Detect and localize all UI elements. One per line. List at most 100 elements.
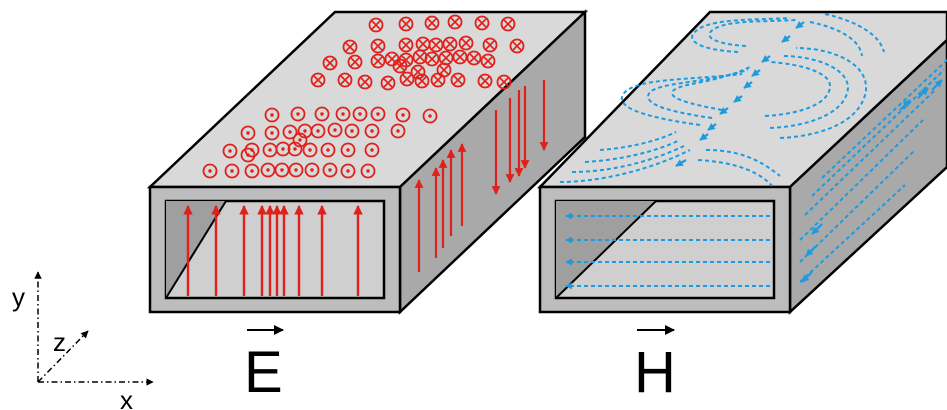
- h-field-top-loops: [559, 13, 885, 187]
- circle-cross-symbol: [480, 53, 496, 69]
- h-field-loop: [779, 47, 868, 139]
- h-field-loop: [705, 149, 781, 177]
- circle-dot-symbol: [274, 162, 290, 178]
- circle-cross-symbol: [424, 51, 440, 67]
- e-field-front-arrows: [183, 205, 363, 296]
- h-field-arrow: [899, 99, 911, 111]
- h-field-arrow: [801, 271, 813, 283]
- circle-dot-symbol: [282, 124, 298, 140]
- h-field-line: [799, 184, 906, 283]
- circle-dot-symbol: [264, 125, 280, 141]
- circle-dot-symbol: [292, 132, 308, 148]
- h-field-loop: [599, 131, 677, 151]
- h-field-loop: [708, 19, 797, 47]
- h-field-loop: [571, 145, 685, 173]
- h-field-line: [811, 69, 945, 197]
- h-field-line: [804, 89, 936, 216]
- circle-cross-symbol: [399, 71, 415, 87]
- circle-dot-symbol: [352, 106, 368, 122]
- circle-dot-symbol: [390, 123, 406, 139]
- circle-cross-symbol: [452, 49, 468, 65]
- circle-dot-symbol: [340, 163, 356, 179]
- circle-dot-symbol: [314, 106, 330, 122]
- z-axis-line: [37, 330, 89, 383]
- h-field-symbol: H: [634, 340, 676, 405]
- circle-dot-symbol: [344, 123, 360, 139]
- circle-dot-symbol: [224, 163, 240, 179]
- h-field-loop: [559, 149, 691, 183]
- h-field-front-lines: [565, 212, 770, 290]
- circle-dot-symbol: [370, 106, 386, 122]
- h-field-arrow: [751, 68, 761, 77]
- circle-dot-symbol: [287, 141, 303, 157]
- e-field-waveguide: [146, 9, 589, 315]
- h-field-line: [799, 117, 926, 241]
- h-field-arrow: [781, 34, 791, 43]
- h-field-arrow: [743, 80, 753, 89]
- circle-cross-symbol: [442, 36, 458, 52]
- h-field-arrow: [675, 159, 687, 167]
- circle-cross-symbol: [424, 15, 440, 31]
- circle-cross-symbol: [310, 72, 326, 88]
- h-field-loop: [584, 139, 681, 163]
- circle-cross-symbol: [342, 39, 358, 55]
- circle-dot-symbol: [340, 142, 356, 158]
- circle-cross-symbol: [482, 37, 498, 53]
- circle-dot-symbol: [222, 143, 238, 159]
- h-field-waveguide: [537, 10, 947, 315]
- h-field-line: [799, 149, 916, 263]
- circle-dot-symbol: [260, 162, 276, 178]
- h-field-arrow: [699, 132, 709, 141]
- circle-dot-symbol: [364, 142, 380, 158]
- circle-dot-symbol: [395, 107, 411, 123]
- circle-cross-symbol: [458, 35, 474, 51]
- h-field-arrow: [707, 122, 717, 131]
- circle-dot-symbol: [322, 162, 338, 178]
- circle-dot-symbol: [240, 147, 256, 163]
- circle-cross-symbol: [477, 73, 493, 89]
- circle-cross-symbol: [428, 37, 444, 53]
- circle-dot-symbol: [327, 122, 343, 138]
- h-field-loop: [697, 159, 773, 187]
- h-field-arrow: [931, 79, 943, 91]
- e-vector-label: E: [244, 325, 284, 405]
- out-of-page-symbols: [202, 106, 438, 179]
- circle-dot-symbol: [422, 108, 438, 124]
- e-field-symbol: E: [244, 340, 283, 405]
- h-field-arrow: [811, 223, 823, 235]
- circle-cross-symbol: [474, 15, 490, 31]
- e-field-side-arrows: [414, 80, 549, 272]
- circle-dot-symbol: [310, 123, 326, 139]
- circle-cross-symbol: [398, 37, 414, 53]
- circle-cross-symbol: [410, 64, 426, 80]
- circle-dot-symbol: [264, 107, 280, 123]
- h-field-arrow: [917, 87, 929, 99]
- circle-dot-symbol: [335, 106, 351, 122]
- circle-cross-symbol: [509, 38, 525, 54]
- circle-dot-symbol: [288, 162, 304, 178]
- circle-dot-symbol: [240, 125, 256, 141]
- h-field-arrow: [733, 94, 743, 103]
- circle-cross-symbol: [398, 16, 414, 32]
- circle-cross-symbol: [370, 38, 386, 54]
- h-waveguide-inner-edge: [555, 200, 657, 299]
- circle-cross-symbol: [447, 14, 463, 30]
- circle-dot-symbol: [320, 142, 336, 158]
- h-field-loop: [691, 17, 791, 53]
- y-axis-label: y: [12, 282, 25, 312]
- h-field-loop: [764, 61, 832, 117]
- circle-dot-symbol: [364, 123, 380, 139]
- h-field-loop: [621, 73, 743, 126]
- h-field-arrow: [761, 54, 771, 63]
- circle-cross-symbol: [370, 53, 386, 69]
- circle-dot-symbol: [275, 141, 291, 157]
- circle-cross-symbol: [337, 72, 353, 88]
- z-axis-label: z: [53, 327, 66, 357]
- h-field-loop: [809, 21, 863, 57]
- h-field-loop: [824, 13, 885, 53]
- circle-cross-symbol: [392, 58, 408, 74]
- circle-cross-symbol: [322, 55, 338, 71]
- circle-dot-symbol: [302, 142, 318, 158]
- h-vector-label: H: [634, 325, 676, 405]
- h-field-arrow: [795, 20, 805, 29]
